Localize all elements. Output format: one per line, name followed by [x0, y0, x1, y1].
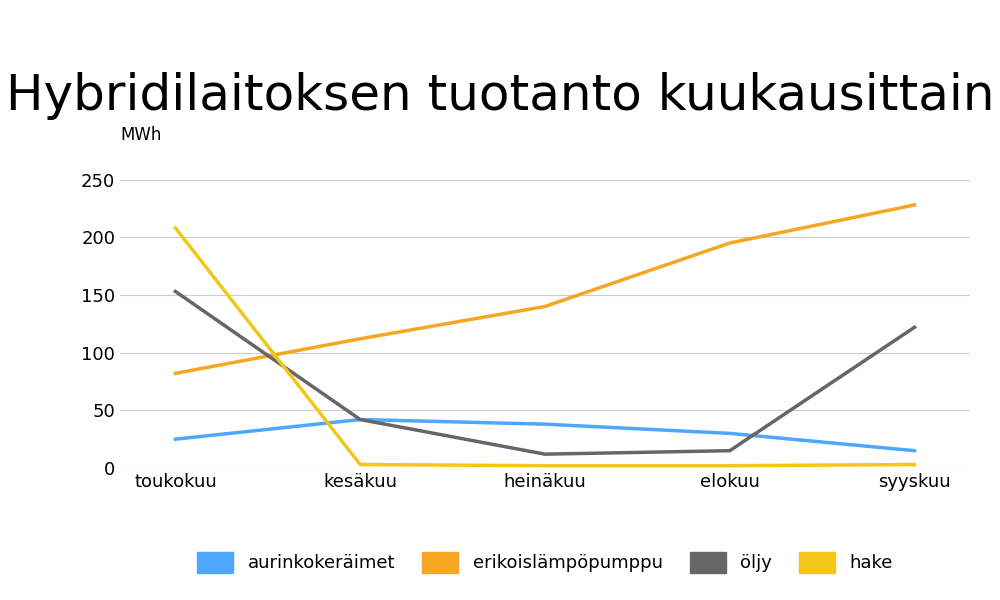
Text: MWh: MWh	[120, 126, 161, 144]
Legend: aurinkokeräimet, erikoislämpöpumppu, öljy, hake: aurinkokeräimet, erikoislämpöpumppu, ölj…	[188, 543, 902, 582]
Text: Hybridilaitoksen tuotanto kuukausittain: Hybridilaitoksen tuotanto kuukausittain	[6, 72, 994, 120]
